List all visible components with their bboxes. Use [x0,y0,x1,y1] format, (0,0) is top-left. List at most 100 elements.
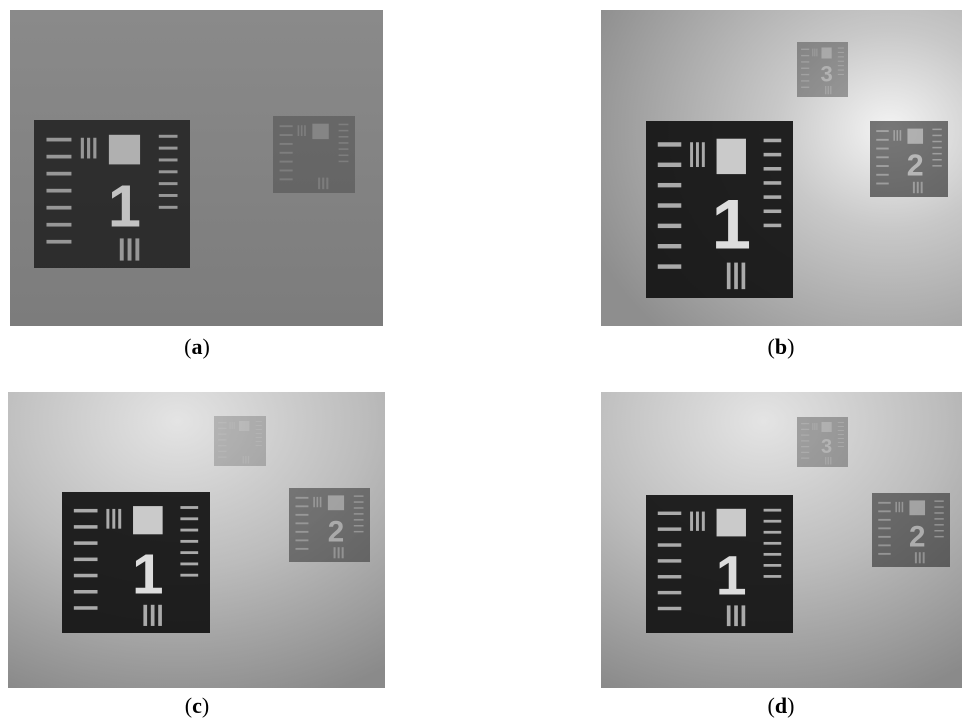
target-bar [917,182,919,193]
target-bar [74,590,98,594]
target-bar [295,531,308,533]
target-bar [764,575,782,578]
target-bar [764,153,782,157]
target-bar [934,536,943,537]
target-bar [876,156,888,158]
target-bar [280,178,293,180]
target-bar [658,203,682,207]
target-bar [180,517,198,520]
caption-part: d [775,693,787,718]
target-bar [734,263,738,290]
target-bar [658,543,682,546]
target-bar [180,529,198,532]
target-bar [280,161,293,163]
target-bar [702,512,705,531]
target-bar [87,138,90,159]
target-bar [764,542,782,545]
target-bar [120,238,124,260]
target-bar [727,605,731,626]
target-bar [354,531,364,532]
target-square [133,506,163,534]
target-bar [658,224,682,228]
target-bar [46,240,71,244]
caption-part: ) [787,693,794,718]
target-bar [878,519,890,521]
target-bar [812,49,813,57]
caption: (d) [768,693,795,718]
caption: (a) [184,334,210,359]
target-bar [876,130,888,132]
target-bar [801,458,809,459]
target-digit: 2 [909,520,925,553]
target-bar [339,148,349,150]
target-bar [897,130,899,141]
target-bar [280,134,293,136]
target-bar [280,170,293,172]
figure: 1(a)123(b)12(c)123(d) [0,0,962,719]
target-bar [801,423,809,424]
target-bar [764,167,782,171]
target-bar [74,558,98,562]
target-bar [218,445,226,446]
target-bar [354,519,364,520]
target-bar [900,130,902,141]
target-bar [334,547,336,558]
target-bar [838,430,844,431]
target-bar [342,547,344,558]
target-digit: 1 [712,185,751,264]
target-bar [74,606,98,610]
target-bar [218,422,226,423]
target-bar [801,429,809,430]
target-bar [932,141,941,143]
target-square [312,124,328,139]
target-bar [932,147,941,149]
target-bar [812,423,813,430]
target-bar [764,520,782,523]
target-bar [295,514,308,516]
target-bar [354,495,364,496]
target-bar [135,238,139,260]
target-bar [838,70,844,71]
target-bar [838,48,844,49]
target-bar [801,80,809,81]
target-bar [339,136,349,138]
target-bar [304,125,306,136]
target-bar [932,129,941,131]
target-bar [878,510,890,512]
target-bar [934,500,943,501]
target-digit: 3 [821,436,832,458]
panel: 1(a) [10,10,383,359]
target-bar [339,142,349,144]
target-bar [46,223,71,227]
target-bar [256,425,262,426]
target-bar [801,452,809,453]
target-bar [74,574,98,578]
target-bar [230,422,231,429]
target-bar [658,244,682,248]
target-bar [295,505,308,507]
target-bar [339,155,349,157]
target-bar [180,506,198,509]
target-bar [159,135,178,138]
target-bar [339,161,349,163]
target-digit: 2 [907,149,924,183]
target-bar [256,421,262,422]
target-bar [915,552,917,563]
target-bar [932,135,941,137]
target-bar [245,456,246,464]
target-bar [801,435,809,436]
target-bar [828,457,829,465]
caption-part: a [192,334,203,359]
target-bar [295,548,308,550]
target-bar [934,530,943,531]
target-bar [838,434,844,435]
target-bar [159,182,178,185]
target-bar [151,605,155,626]
target-bar [298,125,300,136]
target-bar [301,125,303,136]
target-bar [218,457,226,458]
target-bar [295,522,308,524]
target-bar [876,174,888,176]
target-bar [354,507,364,508]
target-bar [814,49,815,57]
